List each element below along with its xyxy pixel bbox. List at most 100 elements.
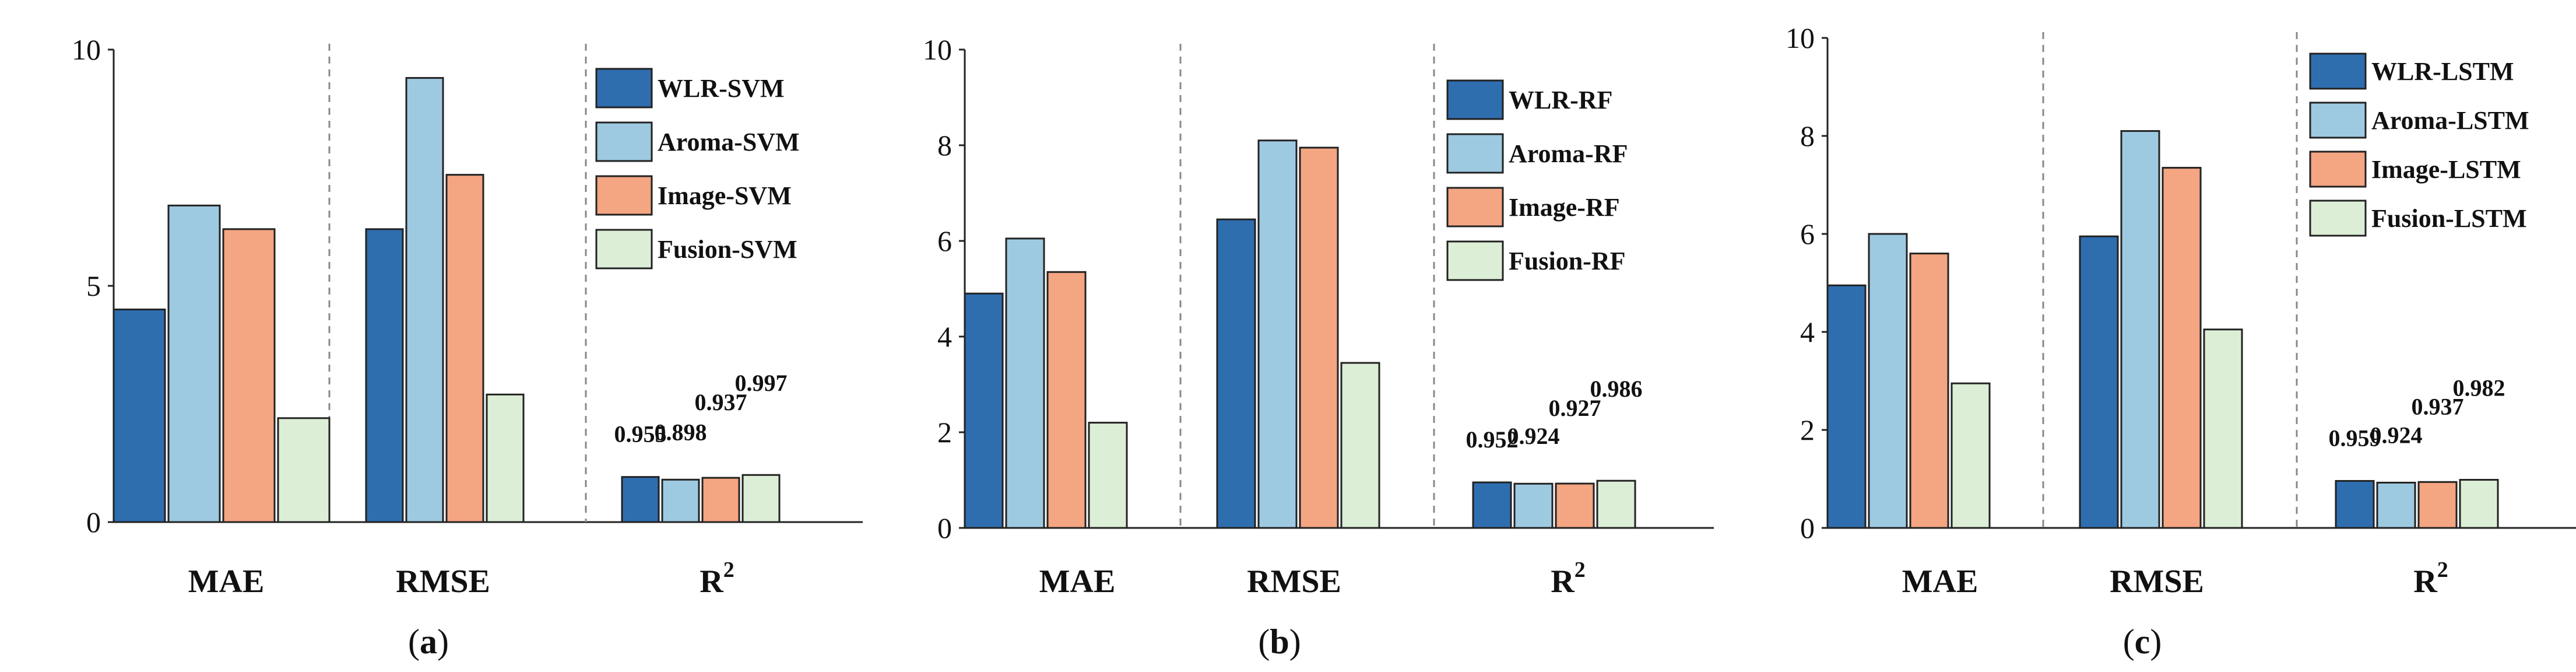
- y-tick-label: 6: [1800, 218, 1815, 250]
- r2-value-label: 0.927: [1549, 395, 1601, 421]
- bar-image-svm-r2: [701, 477, 740, 523]
- legend-label: Aroma-RF: [1509, 139, 1628, 168]
- bar-image-lstm-r2: [2417, 481, 2458, 529]
- r2-value-label: 0.986: [1590, 376, 1643, 402]
- panel-label: (a): [408, 622, 449, 661]
- bar-fusion-rf-rmse: [1340, 362, 1380, 529]
- bar-wlr-svm-mae: [113, 309, 166, 523]
- panel-label: (c): [2123, 622, 2162, 661]
- x-category-label: RMSE: [1247, 564, 1341, 600]
- y-tick-label: 8: [1800, 120, 1815, 152]
- bar-wlr-rf-r2: [1472, 481, 1512, 529]
- legend-swatch: [1446, 79, 1504, 120]
- bar-fusion-svm-mae: [277, 417, 331, 523]
- legend-label: Fusion-LSTM: [2371, 204, 2527, 233]
- legend-swatch: [595, 229, 653, 270]
- legend-label: Aroma-SVM: [658, 128, 800, 156]
- legend-swatch: [595, 68, 653, 108]
- bar-wlr-lstm-r2: [2335, 480, 2375, 529]
- y-tick-label: 4: [937, 320, 952, 353]
- legend-label: Fusion-RF: [1509, 247, 1625, 275]
- y-tick-label: 4: [1800, 316, 1815, 348]
- bar-fusion-lstm-rmse: [2203, 328, 2243, 529]
- bar-image-svm-rmse: [445, 174, 484, 523]
- legend-swatch: [595, 121, 653, 162]
- x-category-label: RMSE: [396, 564, 490, 600]
- legend-label: WLR-SVM: [658, 74, 785, 103]
- y-tick-label: 0: [1800, 512, 1815, 544]
- bar-aroma-svm-mae: [167, 204, 221, 523]
- x-category-label: R2: [2413, 558, 2448, 600]
- legend-swatch: [1446, 133, 1504, 174]
- legend-label: Fusion-SVM: [658, 235, 797, 264]
- legend-swatch: [2309, 150, 2367, 188]
- bar-aroma-rf-rmse: [1257, 139, 1298, 529]
- y-tick-label: 0: [937, 512, 952, 544]
- bar-fusion-lstm-r2: [2459, 479, 2499, 529]
- r2-value-label: 0.937: [695, 389, 747, 415]
- r2-value-label: 0.898: [655, 419, 707, 445]
- legend-label: Image-RF: [1509, 193, 1620, 222]
- bar-image-lstm-rmse: [2162, 167, 2202, 529]
- r2-value-label: 0.952: [1466, 426, 1519, 453]
- x-category-label: MAE: [1902, 564, 1978, 600]
- y-tick-label: 5: [86, 270, 101, 302]
- y-tick-label: 2: [1800, 414, 1815, 446]
- y-tick-label: 2: [937, 416, 952, 449]
- bar-aroma-svm-rmse: [405, 77, 444, 523]
- bar-wlr-lstm-rmse: [2079, 235, 2119, 529]
- bar-aroma-lstm-r2: [2376, 481, 2416, 529]
- r2-value-label: 0.924: [2370, 422, 2423, 448]
- bar-aroma-lstm-mae: [1868, 233, 1908, 529]
- x-category-label: MAE: [1039, 564, 1116, 600]
- x-category-label: R2: [1551, 558, 1585, 600]
- bar-wlr-rf-mae: [964, 292, 1004, 529]
- bar-aroma-lstm-rmse: [2120, 130, 2160, 529]
- bar-image-rf-rmse: [1299, 146, 1339, 529]
- y-tick-label: 6: [937, 225, 952, 257]
- r2-value-label: 0.924: [1507, 423, 1560, 449]
- x-category-label: R2: [700, 558, 734, 600]
- bar-aroma-rf-r2: [1513, 482, 1554, 529]
- bar-wlr-svm-rmse: [365, 228, 404, 523]
- legend-label: Image-SVM: [658, 181, 792, 210]
- r2-value-label: 0.937: [2412, 393, 2464, 419]
- bar-aroma-rf-mae: [1005, 237, 1045, 529]
- legend-label: WLR-RF: [1509, 86, 1612, 114]
- bar-wlr-svm-r2: [621, 476, 660, 523]
- bar-image-rf-r2: [1555, 482, 1595, 529]
- bar-wlr-lstm-mae: [1826, 284, 1867, 529]
- bar-fusion-lstm-mae: [1951, 382, 1991, 529]
- r2-value-label: 0.982: [2453, 375, 2505, 401]
- y-tick-label: 8: [937, 129, 952, 162]
- bar-image-svm-mae: [222, 228, 276, 523]
- legend-swatch: [1446, 240, 1504, 281]
- x-category-label: RMSE: [2110, 564, 2204, 600]
- legend-swatch: [595, 175, 653, 216]
- panel-label: (b): [1258, 622, 1301, 661]
- bar-fusion-rf-mae: [1088, 422, 1128, 529]
- r2-value-label: 0.959: [2329, 425, 2381, 451]
- y-tick-label: 10: [923, 33, 952, 66]
- legend-swatch: [1446, 187, 1504, 228]
- legend-swatch: [2309, 102, 2367, 139]
- legend-label: Image-LSTM: [2371, 155, 2521, 184]
- y-tick-label: 10: [72, 33, 101, 66]
- y-tick-label: 10: [1786, 22, 1815, 54]
- legend-label: WLR-LSTM: [2371, 57, 2514, 86]
- bar-image-lstm-mae: [1909, 253, 1949, 529]
- r2-value-label: 0.955: [614, 421, 667, 447]
- legend-swatch: [2309, 200, 2367, 237]
- y-tick-label: 0: [86, 506, 101, 538]
- bar-image-rf-mae: [1046, 271, 1087, 529]
- bar-fusion-rf-r2: [1596, 480, 1636, 529]
- bar-fusion-svm-r2: [741, 474, 781, 523]
- bar-wlr-rf-rmse: [1216, 218, 1256, 529]
- r2-value-label: 0.997: [735, 370, 788, 396]
- bar-fusion-svm-rmse: [486, 393, 525, 523]
- x-category-label: MAE: [188, 564, 265, 600]
